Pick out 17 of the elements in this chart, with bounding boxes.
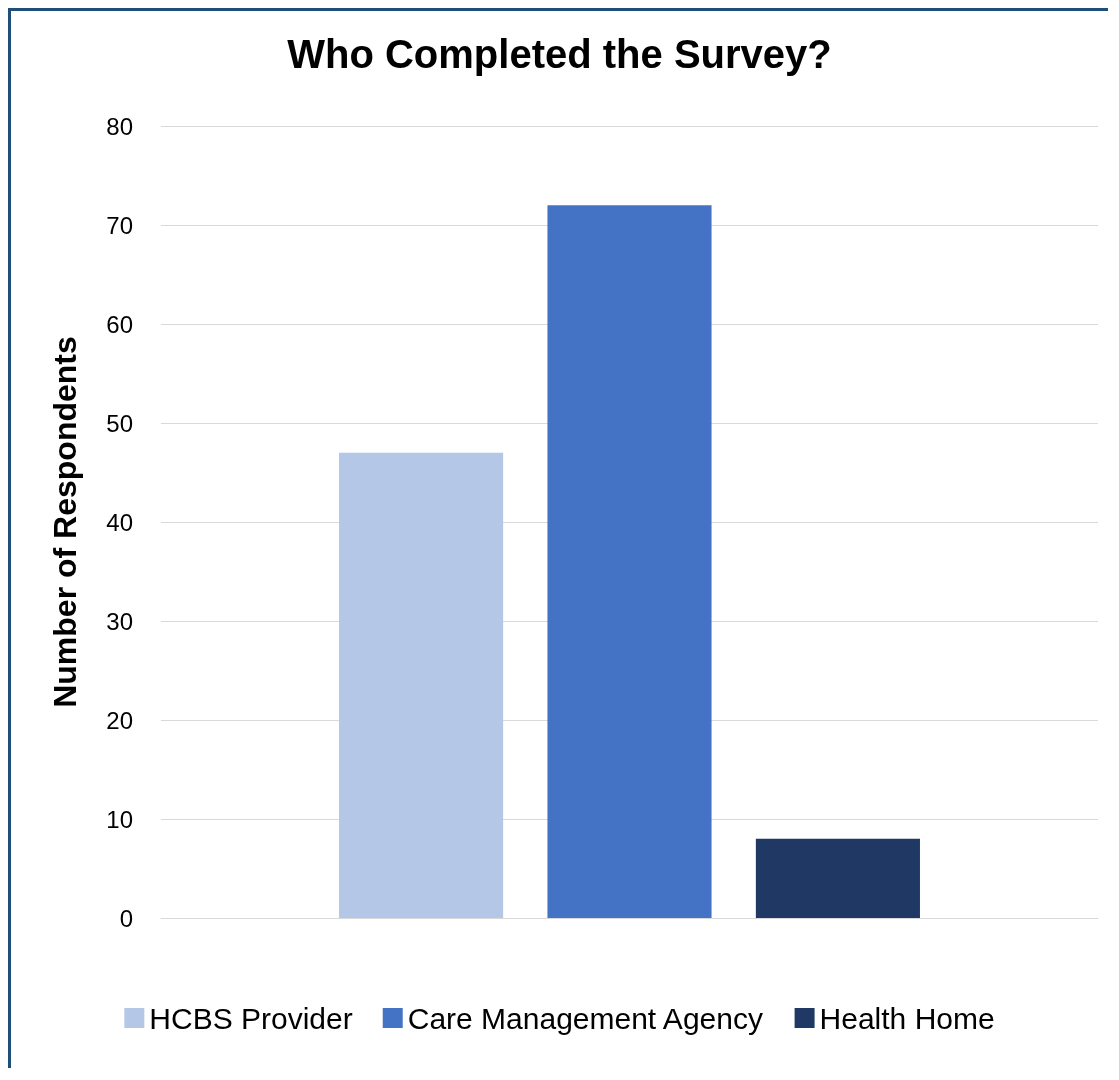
y-tick-label: 40	[106, 508, 133, 536]
bar	[339, 452, 504, 918]
bar	[755, 838, 920, 918]
y-tick-label: 30	[106, 607, 133, 635]
legend-label: HCBS Provider	[149, 1001, 353, 1035]
y-tick-label: 70	[106, 211, 133, 239]
y-tick-label: 60	[106, 310, 133, 338]
y-tick-label: 50	[106, 409, 133, 437]
y-tick-label: 20	[106, 706, 133, 734]
y-axis-title: Number of Respondents	[47, 336, 83, 708]
y-tick-label: 80	[106, 112, 133, 140]
y-tick-label: 0	[119, 904, 133, 932]
bar	[547, 205, 712, 918]
y-tick-label: 10	[106, 805, 133, 833]
legend-label: Care Management Agency	[407, 1001, 763, 1035]
legend-label: Health Home	[819, 1001, 995, 1035]
chart-title: Who Completed the Survey?	[287, 32, 832, 76]
